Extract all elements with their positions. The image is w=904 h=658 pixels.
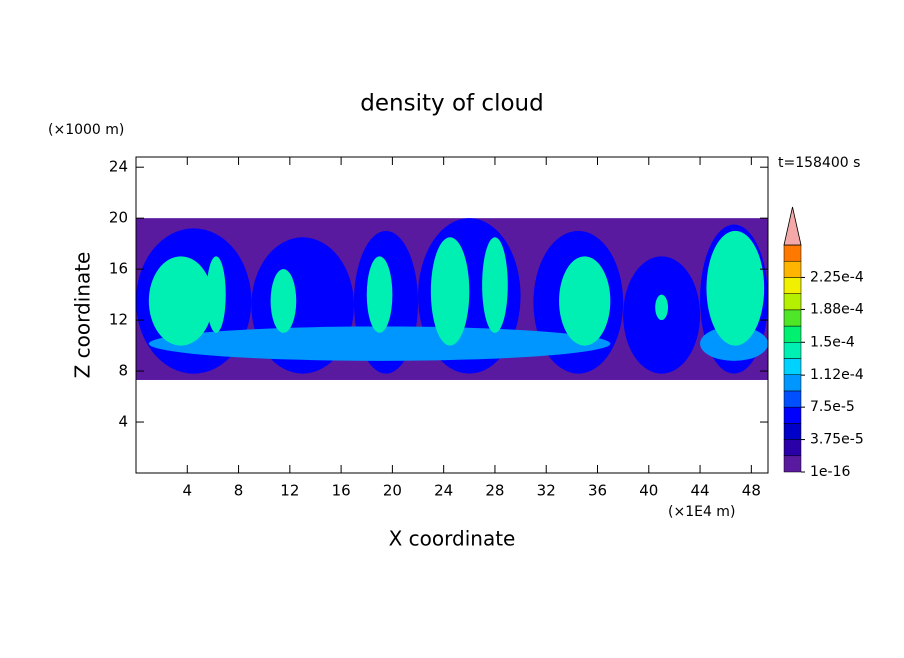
y-tick-label: 4 — [118, 413, 128, 431]
cloud-cell — [430, 237, 470, 346]
x-tick-label: 32 — [537, 482, 556, 500]
y-tick-label: 16 — [109, 260, 128, 278]
contour-field — [136, 218, 768, 380]
colorbar-label: 1.88e-4 — [810, 301, 864, 317]
colorbar-label: 1e-16 — [810, 464, 850, 480]
colorbar-band — [783, 423, 802, 440]
y-tick-label: 8 — [118, 362, 128, 380]
colorbar-band — [783, 277, 802, 294]
colorbar-band — [783, 374, 802, 392]
chart-title: density of cloud — [360, 91, 543, 117]
cloud-cell — [148, 326, 611, 361]
colorbar-band — [783, 455, 802, 473]
colorbar-band — [783, 309, 802, 327]
x-axis-label: X coordinate — [389, 527, 516, 551]
colorbar-extend — [783, 206, 802, 246]
x-tick-label: 8 — [234, 482, 244, 500]
x-tick-label: 36 — [588, 482, 607, 500]
colorbar-band — [783, 293, 802, 311]
colorbar-label: 1.12e-4 — [810, 367, 864, 383]
cloud-cell — [148, 256, 213, 346]
colorbar-band — [783, 406, 802, 424]
y-tick-label: 24 — [109, 158, 128, 176]
x-unit: (×1E4 m) — [668, 504, 735, 520]
cloud-cell — [366, 256, 393, 333]
colorbar-band — [783, 244, 802, 262]
x-tick-label: 20 — [383, 482, 402, 500]
cloud-cell — [559, 256, 611, 346]
colorbar-label: 1.5e-4 — [810, 334, 855, 350]
y-unit: (×1000 m) — [48, 122, 124, 138]
y-tick-label: 20 — [109, 209, 128, 227]
colorbar-band — [783, 260, 802, 278]
x-tick-label: 16 — [332, 482, 351, 500]
colorbar-band — [783, 390, 802, 408]
x-tick-label: 48 — [742, 482, 761, 500]
x-tick-label: 24 — [434, 482, 453, 500]
colorbar-band — [783, 325, 802, 343]
x-tick-label: 40 — [639, 482, 658, 500]
colorbar-label: 2.25e-4 — [810, 269, 864, 285]
x-tick-label: 4 — [183, 482, 193, 500]
colorbar-band — [783, 342, 802, 359]
cloud-cell — [206, 256, 226, 333]
colorbar-label: 7.5e-5 — [810, 399, 855, 415]
colorbar-label: 3.75e-5 — [810, 432, 864, 448]
cloud-cell — [270, 269, 297, 333]
y-axis-label: Z coordinate — [71, 252, 95, 379]
y-tick-label: 12 — [109, 311, 128, 329]
colorbar-band — [783, 439, 802, 457]
cloud-cell — [482, 237, 508, 333]
cloud-cell — [706, 230, 765, 346]
x-tick-label: 12 — [280, 482, 299, 500]
colorbar-band — [783, 358, 802, 375]
plot-frame — [135, 156, 769, 474]
x-tick-label: 28 — [485, 482, 504, 500]
cloud-cell — [655, 294, 669, 321]
x-tick-label: 44 — [691, 482, 710, 500]
time-label: t=158400 s — [778, 155, 860, 171]
